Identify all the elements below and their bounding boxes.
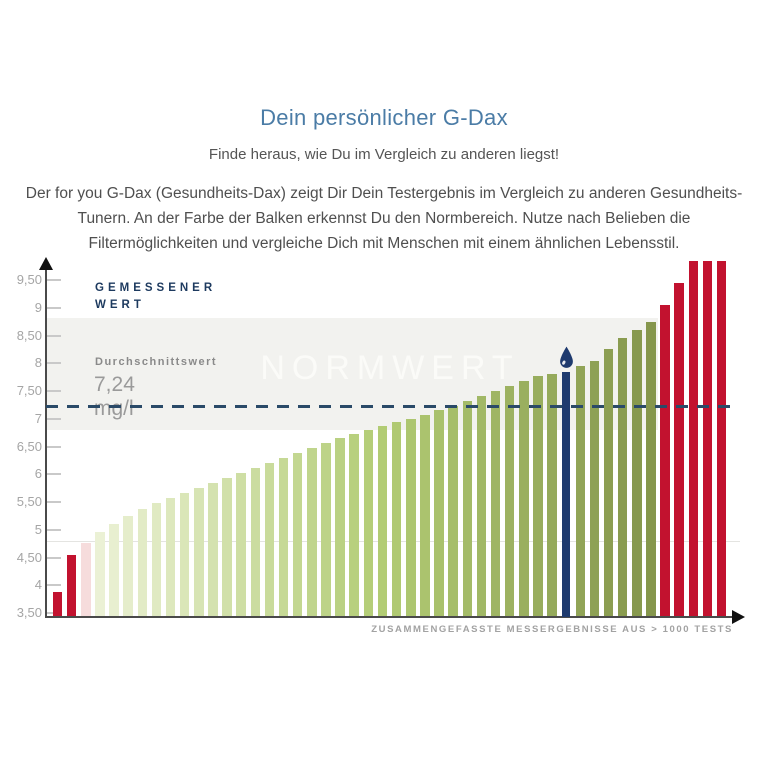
result-bar	[490, 390, 501, 617]
result-bar	[151, 503, 162, 617]
y-tick-label: 6	[34, 466, 42, 482]
y-tick	[46, 334, 61, 337]
result-bar	[688, 260, 699, 617]
y-axis-title: GEMESSENER WERT	[95, 280, 216, 314]
y-tick-label: 6,50	[16, 438, 42, 454]
result-bar	[264, 462, 275, 617]
y-axis-arrow-icon	[39, 257, 53, 270]
result-bar	[674, 282, 684, 617]
result-bar	[420, 414, 430, 617]
result-bar	[81, 543, 91, 617]
result-bar	[660, 305, 670, 617]
y-tick	[46, 362, 61, 365]
y-axis-title-line1: GEMESSENER	[95, 282, 217, 294]
result-bar	[165, 498, 176, 617]
result-bar	[547, 373, 557, 617]
y-tick	[46, 306, 61, 309]
y-tick	[46, 584, 61, 587]
y-tick	[46, 556, 61, 559]
y-tick-label: 5	[34, 521, 42, 537]
result-bar	[66, 554, 77, 617]
page-title: Dein persönlicher G-Dax	[260, 105, 508, 130]
y-tick-label: 5,50	[16, 494, 42, 510]
y-axis-line	[45, 268, 47, 618]
y-tick-label: 8,50	[16, 327, 42, 343]
result-bar	[504, 385, 515, 617]
average-dashed-line	[46, 405, 738, 408]
average-label: Durchschnittswert	[95, 356, 218, 368]
result-bar	[476, 395, 487, 617]
result-bar	[335, 438, 345, 617]
page-description: Der for you G-Dax (Gesundheits-Dax) zeig…	[25, 185, 743, 252]
y-tick-label: 8	[34, 355, 42, 371]
result-bar	[52, 592, 63, 617]
y-tick	[46, 445, 61, 448]
result-bar	[603, 349, 614, 617]
result-bar	[702, 260, 713, 617]
average-value: 7,24 mg/l	[94, 373, 135, 420]
result-bar	[363, 429, 374, 617]
y-tick	[46, 279, 61, 282]
y-tick	[46, 528, 61, 531]
x-axis-line	[45, 616, 734, 618]
result-bar	[646, 321, 656, 617]
result-bar	[321, 443, 331, 617]
result-bar	[589, 360, 600, 617]
y-tick-label: 4	[34, 577, 42, 593]
result-bar	[716, 260, 727, 617]
norm-range-label: NORMWERT	[260, 349, 520, 387]
x-axis-arrow-icon	[732, 610, 745, 624]
result-bar	[349, 433, 359, 617]
result-bar	[208, 483, 218, 617]
y-tick	[46, 501, 61, 504]
result-bar	[278, 457, 289, 617]
y-tick-label: 3,50	[16, 605, 42, 621]
result-bar	[179, 493, 190, 617]
page-subtitle: Finde heraus, wie Du im Vergleich zu and…	[208, 146, 560, 163]
result-bar	[617, 338, 628, 617]
result-bar	[236, 472, 246, 617]
y-tick	[46, 473, 61, 476]
result-bar	[250, 467, 261, 617]
result-bar	[137, 509, 148, 617]
result-bar	[632, 330, 642, 617]
result-bar	[575, 366, 586, 617]
y-tick-label: 9	[34, 299, 42, 315]
result-bar	[519, 380, 529, 617]
result-bar	[448, 405, 458, 617]
result-bar	[462, 400, 473, 617]
water-drop-icon	[559, 346, 573, 368]
result-bar	[434, 409, 444, 617]
user-result-bar	[562, 371, 571, 617]
y-tick-label: 7,50	[16, 383, 42, 399]
result-bar	[307, 448, 317, 617]
result-bar	[123, 515, 133, 617]
y-tick	[46, 417, 61, 420]
result-bar	[194, 488, 204, 617]
result-bar	[222, 478, 232, 617]
y-tick-label: 9,50	[16, 272, 42, 288]
y-tick-label: 7	[34, 410, 42, 426]
result-bar	[109, 524, 119, 617]
result-bar	[95, 532, 105, 617]
y-tick	[46, 390, 61, 393]
y-axis-title-line2: WERT	[95, 299, 145, 311]
result-bar	[377, 426, 388, 617]
y-tick-label: 4,50	[16, 549, 42, 565]
x-axis-caption: ZUSAMMENGEFASSTE MESSERGEBNISSE AUS > 10…	[371, 624, 733, 635]
result-bar	[406, 418, 416, 617]
result-bar	[292, 452, 303, 617]
result-bar	[391, 422, 402, 617]
result-bar	[533, 376, 543, 617]
